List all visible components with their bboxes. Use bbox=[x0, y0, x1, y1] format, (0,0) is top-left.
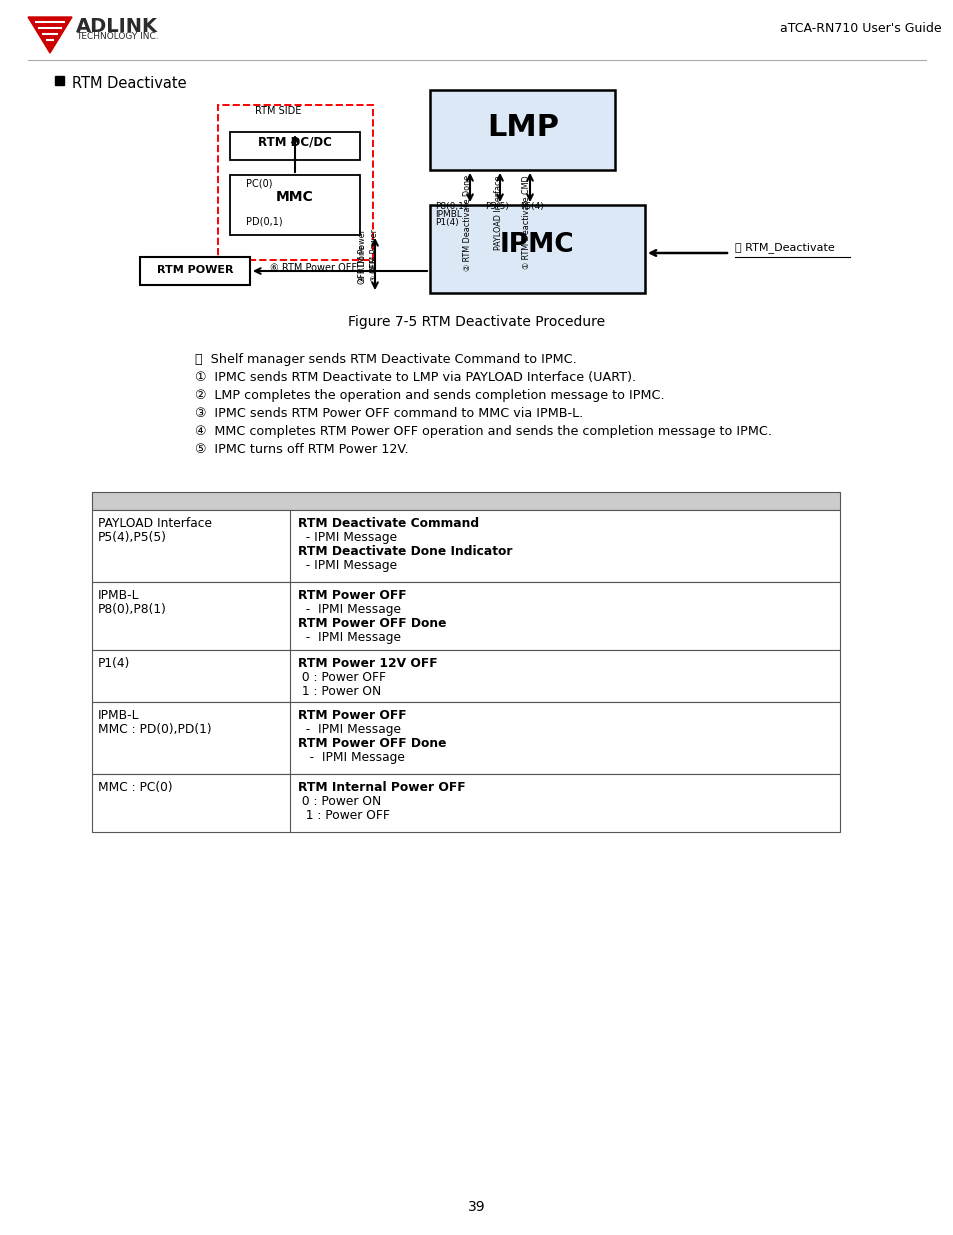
Text: RTM Power 12V OFF: RTM Power 12V OFF bbox=[297, 657, 437, 671]
Text: - IPMI Message: - IPMI Message bbox=[297, 559, 396, 572]
FancyBboxPatch shape bbox=[430, 205, 644, 293]
Text: -  IPMI Message: - IPMI Message bbox=[297, 631, 400, 643]
Text: PC(0): PC(0) bbox=[246, 178, 273, 188]
Text: ②  LMP completes the operation and sends completion message to IPMC.: ② LMP completes the operation and sends … bbox=[194, 389, 664, 403]
Text: ④  MMC completes RTM Power OFF operation and sends the completion message to IPM: ④ MMC completes RTM Power OFF operation … bbox=[194, 425, 771, 438]
Text: ② RTM Deactivate Done: ② RTM Deactivate Done bbox=[462, 175, 472, 272]
Text: RTM SIDE: RTM SIDE bbox=[254, 106, 301, 116]
Bar bbox=[91, 492, 840, 510]
Text: Ⓢ RTM_Deactivate: Ⓢ RTM_Deactivate bbox=[734, 242, 834, 253]
Text: 0 : Power ON: 0 : Power ON bbox=[297, 795, 381, 808]
Text: P1(4): P1(4) bbox=[435, 219, 458, 227]
Text: -  IPMI Message: - IPMI Message bbox=[297, 603, 400, 616]
Text: RTM Power OFF Done: RTM Power OFF Done bbox=[297, 737, 446, 750]
Text: Ⓢ  Shelf manager sends RTM Deactivate Command to IPMC.: Ⓢ Shelf manager sends RTM Deactivate Com… bbox=[194, 353, 577, 366]
FancyBboxPatch shape bbox=[230, 132, 359, 161]
Text: 0 : Power OFF: 0 : Power OFF bbox=[297, 671, 386, 684]
Text: - IPMI Message: - IPMI Message bbox=[297, 531, 396, 543]
Bar bbox=[91, 510, 840, 582]
Bar bbox=[91, 701, 840, 774]
Text: RTM POWER: RTM POWER bbox=[156, 266, 233, 275]
Text: ⑥ RTM Power OFF: ⑥ RTM Power OFF bbox=[270, 263, 356, 273]
Text: ③ RTM Power: ③ RTM Power bbox=[370, 228, 378, 282]
Text: aTCA-RN710 User's Guide: aTCA-RN710 User's Guide bbox=[780, 22, 941, 35]
Polygon shape bbox=[28, 17, 71, 53]
Text: RTM Internal Power OFF: RTM Internal Power OFF bbox=[297, 781, 465, 794]
Text: 1 : Power ON: 1 : Power ON bbox=[297, 685, 381, 698]
Text: P5(4): P5(4) bbox=[519, 203, 543, 211]
Text: LMP: LMP bbox=[486, 112, 558, 142]
Text: ①  IPMC sends RTM Deactivate to LMP via PAYLOAD Interface (UART).: ① IPMC sends RTM Deactivate to LMP via P… bbox=[194, 370, 636, 384]
Text: 39: 39 bbox=[468, 1200, 485, 1214]
Text: Figure 7-5 RTM Deactivate Procedure: Figure 7-5 RTM Deactivate Procedure bbox=[348, 315, 605, 329]
Text: TECHNOLOGY INC.: TECHNOLOGY INC. bbox=[76, 32, 158, 41]
FancyBboxPatch shape bbox=[140, 257, 250, 285]
Text: RTM DC/DC: RTM DC/DC bbox=[258, 136, 332, 148]
Text: ADLINK: ADLINK bbox=[76, 17, 158, 36]
Text: OFF: OFF bbox=[370, 257, 378, 273]
FancyBboxPatch shape bbox=[230, 175, 359, 235]
FancyBboxPatch shape bbox=[430, 90, 615, 170]
Text: 1 : Power OFF: 1 : Power OFF bbox=[297, 809, 390, 823]
Text: P8(0),P8(1): P8(0),P8(1) bbox=[98, 603, 167, 616]
Text: RTM Deactivate Done Indicator: RTM Deactivate Done Indicator bbox=[297, 545, 512, 558]
Text: ⑤  IPMC turns off RTM Power 12V.: ⑤ IPMC turns off RTM Power 12V. bbox=[194, 443, 408, 456]
Text: -  IPMI Message: - IPMI Message bbox=[297, 751, 404, 764]
Text: MMC : PD(0),PD(1): MMC : PD(0),PD(1) bbox=[98, 722, 212, 736]
Text: OFF Done: OFF Done bbox=[357, 246, 367, 284]
Text: RTM Power OFF: RTM Power OFF bbox=[297, 589, 406, 601]
Text: PAYLOAD Interface: PAYLOAD Interface bbox=[98, 517, 212, 530]
Text: PAYLOAD Interface: PAYLOAD Interface bbox=[494, 175, 502, 249]
Text: IPMB-L: IPMB-L bbox=[98, 589, 139, 601]
Text: ④ RTM Power: ④ RTM Power bbox=[357, 228, 367, 282]
Text: ① RTM Deactivate CMD: ① RTM Deactivate CMD bbox=[521, 175, 531, 269]
Text: RTM Deactivate: RTM Deactivate bbox=[71, 77, 187, 91]
Text: ③  IPMC sends RTM Power OFF command to MMC via IPMB-L.: ③ IPMC sends RTM Power OFF command to MM… bbox=[194, 408, 582, 420]
Text: RTM Power OFF: RTM Power OFF bbox=[297, 709, 406, 722]
Text: IPMBL: IPMBL bbox=[435, 210, 461, 219]
Text: IPMB-L: IPMB-L bbox=[98, 709, 139, 722]
Text: P5(4),P5(5): P5(4),P5(5) bbox=[98, 531, 167, 543]
FancyBboxPatch shape bbox=[218, 105, 373, 261]
Text: RTM Deactivate Command: RTM Deactivate Command bbox=[297, 517, 478, 530]
Text: -  IPMI Message: - IPMI Message bbox=[297, 722, 400, 736]
Bar bbox=[91, 774, 840, 832]
Text: RTM Power OFF Done: RTM Power OFF Done bbox=[297, 618, 446, 630]
Text: MMC: MMC bbox=[275, 190, 314, 204]
Text: P5(5): P5(5) bbox=[484, 203, 508, 211]
Text: P1(4): P1(4) bbox=[98, 657, 131, 671]
Text: P8(0,1): P8(0,1) bbox=[435, 203, 467, 211]
Bar bbox=[55, 77, 64, 85]
Text: PD(0,1): PD(0,1) bbox=[246, 217, 282, 227]
Text: MMC : PC(0): MMC : PC(0) bbox=[98, 781, 172, 794]
Text: IPMC: IPMC bbox=[499, 232, 574, 258]
Bar bbox=[91, 582, 840, 650]
Bar bbox=[91, 650, 840, 701]
